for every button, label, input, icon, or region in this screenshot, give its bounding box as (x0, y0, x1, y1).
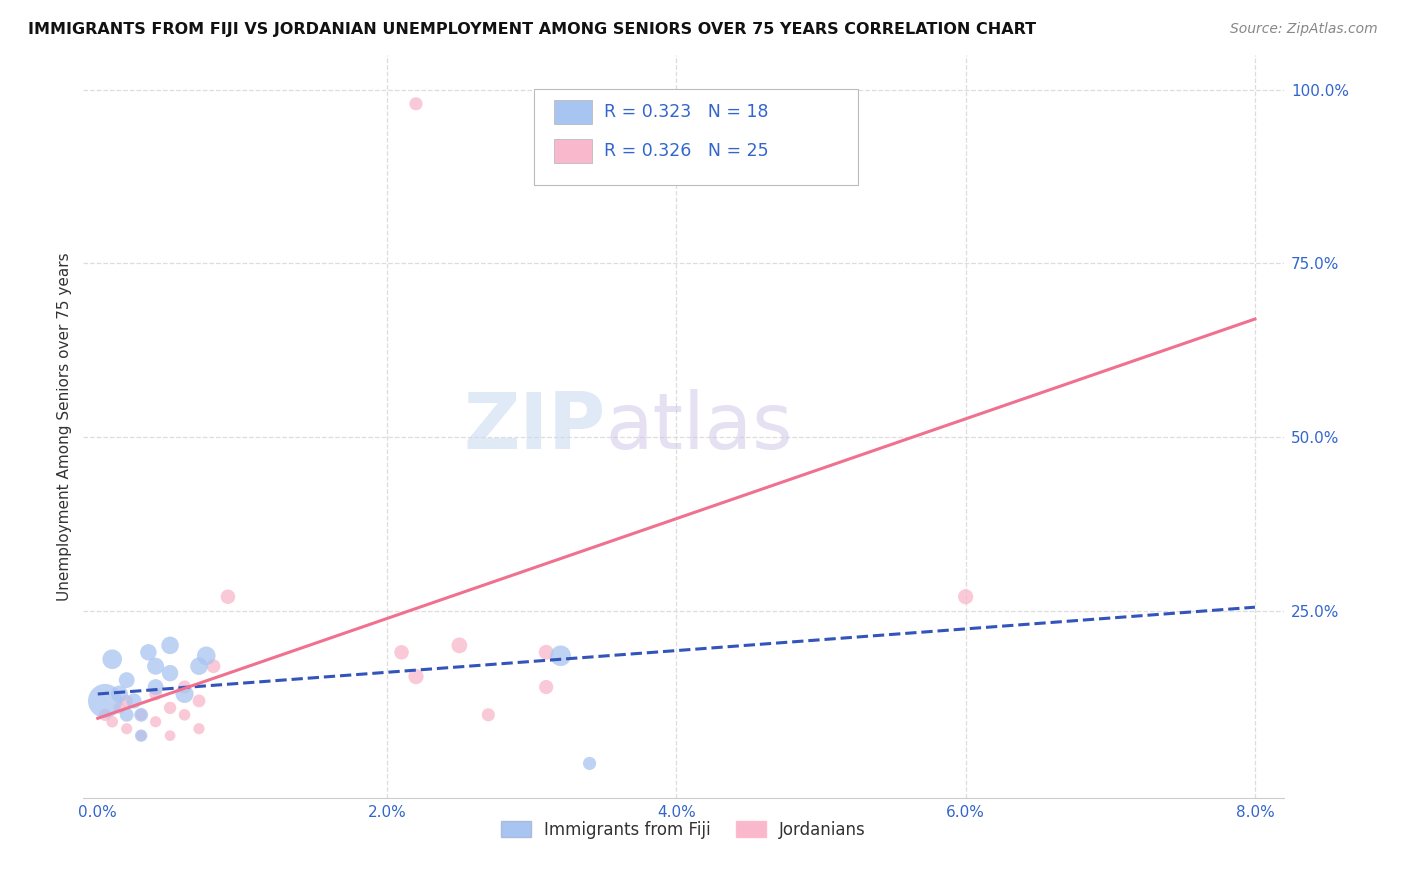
Point (145, 687, 167, 701)
Point (550, 648, 572, 663)
Point (122, 694, 145, 708)
Point (405, 96, 427, 111)
Point (129, 707, 152, 722)
Point (115, 707, 138, 722)
Point (159, 666, 181, 681)
Point (188, 659, 211, 673)
FancyBboxPatch shape (533, 88, 858, 186)
Point (173, 707, 195, 722)
Point (145, 659, 167, 673)
Point (129, 729, 152, 743)
Point (145, 714, 167, 729)
Point (534, 680, 557, 694)
FancyBboxPatch shape (554, 139, 592, 163)
Point (405, 670, 427, 684)
Y-axis label: Unemployment Among Seniors over 75 years: Unemployment Among Seniors over 75 years (58, 252, 72, 601)
Point (129, 729, 152, 743)
Point (449, 639, 471, 653)
Point (145, 680, 167, 694)
Point (202, 659, 225, 673)
Point (101, 652, 124, 666)
Point (173, 680, 195, 694)
Point (159, 729, 181, 743)
Text: R = 0.323   N = 18: R = 0.323 N = 18 (605, 103, 769, 121)
Point (173, 687, 195, 701)
Text: Source: ZipAtlas.com: Source: ZipAtlas.com (1230, 22, 1378, 37)
Point (534, 645, 557, 659)
Point (101, 714, 124, 729)
FancyBboxPatch shape (554, 101, 592, 124)
Legend: Immigrants from Fiji, Jordanians: Immigrants from Fiji, Jordanians (495, 814, 873, 846)
Point (391, 645, 413, 659)
Point (115, 694, 138, 708)
Point (578, 756, 600, 771)
Text: ZIP: ZIP (464, 389, 606, 465)
Point (955, 590, 977, 604)
Point (217, 590, 239, 604)
Text: atlas: atlas (606, 389, 793, 465)
Text: IMMIGRANTS FROM FIJI VS JORDANIAN UNEMPLOYMENT AMONG SENIORS OVER 75 YEARS CORRE: IMMIGRANTS FROM FIJI VS JORDANIAN UNEMPL… (28, 22, 1036, 37)
Point (159, 639, 181, 653)
Point (129, 707, 152, 722)
Point (115, 722, 138, 736)
Point (159, 701, 181, 715)
Point (195, 648, 218, 663)
Point (477, 707, 499, 722)
Point (115, 673, 138, 687)
Point (108, 701, 131, 715)
Point (188, 722, 211, 736)
Point (138, 645, 160, 659)
Point (94, 694, 117, 708)
Point (94, 707, 117, 722)
Point (108, 687, 131, 701)
Text: R = 0.326   N = 25: R = 0.326 N = 25 (605, 142, 769, 160)
Point (188, 694, 211, 708)
